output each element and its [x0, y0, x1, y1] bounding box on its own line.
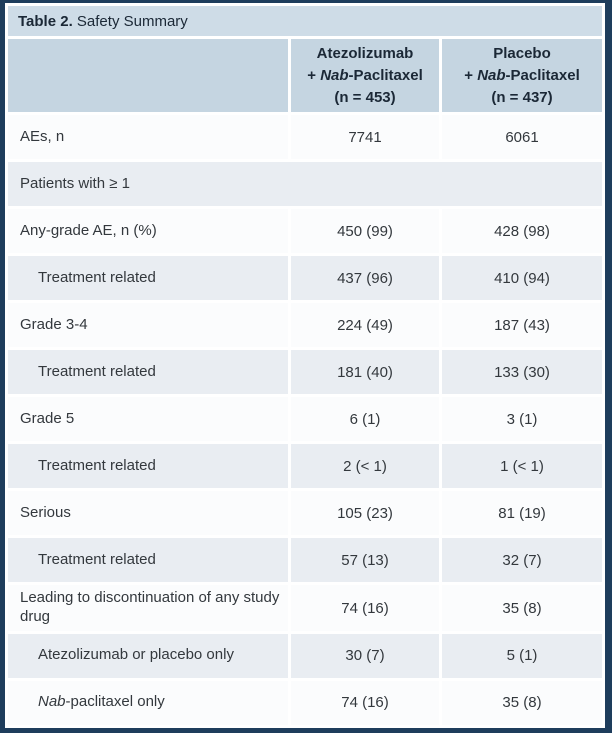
table-row-grade-3-4: Grade 3-4 224 (49) 187 (43)	[8, 303, 602, 348]
row-value: 2 (< 1)	[291, 444, 439, 489]
table-row-treatment-related: Treatment related 57 (13) 32 (7)	[8, 538, 602, 583]
column-header-placebo-nab-paclitaxel: Placebo + Nab-Paclitaxel (n = 437)	[442, 39, 602, 113]
row-value: 74 (16)	[291, 585, 439, 631]
header-empty-cell	[8, 39, 288, 113]
header-line-1: Placebo	[493, 45, 551, 62]
row-label: Treatment related	[8, 538, 288, 583]
table-title: Table 2. Safety Summary	[8, 6, 602, 36]
row-label: Any-grade AE, n (%)	[8, 209, 288, 254]
table-row-nab-paclitaxel-only: Nab-paclitaxel only 74 (16) 35 (8)	[8, 680, 602, 725]
table-title-number: Table 2.	[18, 12, 73, 30]
table-row-any-grade-ae: Any-grade AE, n (%) 450 (99) 428 (98)	[8, 209, 602, 254]
row-label: AEs, n	[8, 115, 288, 160]
header-line-3: (n = 437)	[491, 88, 553, 106]
table-row-serious: Serious 105 (23) 81 (19)	[8, 491, 602, 536]
table-row-leading-to-discontinuation: Leading to discontinuation of any study …	[8, 585, 602, 631]
table-row-treatment-related: Treatment related 437 (96) 410 (94)	[8, 256, 602, 301]
row-value: 224 (49)	[291, 303, 439, 348]
row-label: Treatment related	[8, 444, 288, 489]
table-row-treatment-related: Treatment related 2 (< 1) 1 (< 1)	[8, 444, 602, 489]
row-value: 35 (8)	[442, 680, 602, 725]
table-title-text: Safety Summary	[72, 12, 188, 30]
safety-summary-table: Table 2. Safety Summary Atezolizumab + N…	[5, 3, 605, 728]
row-value: 6061	[442, 115, 602, 160]
row-value: 7741	[291, 115, 439, 160]
row-value: 35 (8)	[442, 585, 602, 631]
row-label: Serious	[8, 491, 288, 536]
row-value: 133 (30)	[442, 350, 602, 395]
header-line-3: (n = 453)	[334, 88, 396, 106]
row-value: 105 (23)	[291, 491, 439, 536]
row-value: 428 (98)	[442, 209, 602, 254]
table-row-treatment-related: Treatment related 181 (40) 133 (30)	[8, 350, 602, 395]
row-value: 57 (13)	[291, 538, 439, 583]
row-value: 410 (94)	[442, 256, 602, 301]
row-label: Treatment related	[8, 256, 288, 301]
table-row-atezolizumab-or-placebo-only: Atezolizumab or placebo only 30 (7) 5 (1…	[8, 633, 602, 678]
header-line-2: + Nab-Paclitaxel	[464, 66, 580, 84]
table-title-row: Table 2. Safety Summary	[8, 6, 602, 36]
table-row-aes-n: AEs, n 7741 6061	[8, 115, 602, 160]
row-label: Atezolizumab or placebo only	[8, 633, 288, 678]
row-value: 1 (< 1)	[442, 444, 602, 489]
row-label: Nab-paclitaxel only	[8, 680, 288, 725]
table-row-patients-with-ge-1: Patients with ≥ 1	[8, 162, 602, 207]
row-value: 6 (1)	[291, 397, 439, 442]
column-header-row: Atezolizumab + Nab-Paclitaxel (n = 453) …	[8, 39, 602, 113]
row-value: 3 (1)	[442, 397, 602, 442]
row-value: 5 (1)	[442, 633, 602, 678]
header-line-2: + Nab-Paclitaxel	[307, 66, 423, 84]
column-header-atezolizumab-nab-paclitaxel: Atezolizumab + Nab-Paclitaxel (n = 453)	[291, 39, 439, 113]
row-value: 81 (19)	[442, 491, 602, 536]
section-label: Patients with ≥ 1	[8, 162, 602, 207]
row-label: Leading to discontinuation of any study …	[8, 585, 288, 631]
row-label: Grade 5	[8, 397, 288, 442]
row-value: 187 (43)	[442, 303, 602, 348]
row-label: Treatment related	[8, 350, 288, 395]
row-value: 30 (7)	[291, 633, 439, 678]
row-value: 437 (96)	[291, 256, 439, 301]
row-label: Grade 3-4	[8, 303, 288, 348]
row-value: 181 (40)	[291, 350, 439, 395]
header-line-1: Atezolizumab	[316, 45, 414, 62]
row-value: 32 (7)	[442, 538, 602, 583]
row-value: 450 (99)	[291, 209, 439, 254]
row-value: 74 (16)	[291, 680, 439, 725]
table-row-grade-5: Grade 5 6 (1) 3 (1)	[8, 397, 602, 442]
